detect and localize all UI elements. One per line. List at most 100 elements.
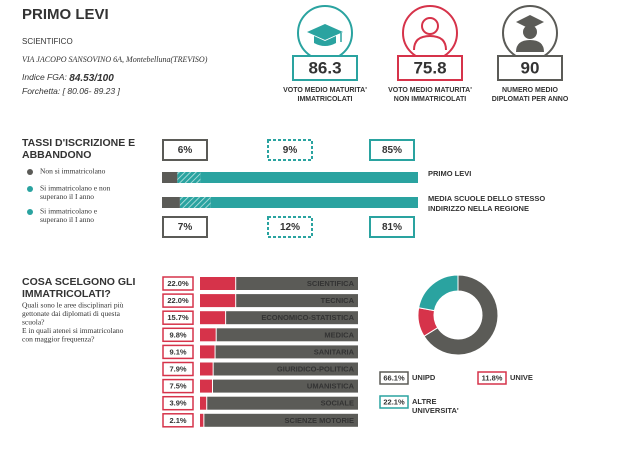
stat-label: VOTO MEDIO MATURITA' — [283, 87, 367, 94]
category-label: MEDICA — [324, 330, 354, 339]
bar-track — [216, 328, 358, 342]
category-label: ECONOMICO-STATISTICA — [261, 313, 354, 322]
row-label: MEDIA SCUOLE DELLO STESSO — [428, 194, 545, 203]
category-label: SOCIALE — [321, 399, 354, 408]
section-title: IMMATRICOLATI? — [22, 288, 111, 300]
category-label: GIURIDICO-POLITICA — [277, 364, 355, 373]
value-label: 15.7% — [167, 313, 189, 322]
legend-label: Non si immatricolano — [40, 167, 106, 176]
question: E in quali atenei si immatricolano — [22, 326, 124, 335]
bar-segment — [162, 172, 178, 183]
question: scuola? — [22, 318, 45, 327]
value-label: 7% — [178, 222, 193, 233]
legend-dot — [27, 186, 33, 192]
value-label: 85% — [382, 145, 402, 156]
bar — [200, 396, 207, 410]
stat-label: VOTO MEDIO MATURITA' — [388, 87, 472, 94]
value-box — [267, 216, 313, 238]
value-box — [162, 139, 208, 161]
donut-slice — [418, 274, 459, 312]
bar — [200, 311, 226, 325]
value-box — [162, 310, 194, 325]
bar — [200, 345, 215, 359]
bar-track — [207, 396, 358, 410]
bar — [200, 294, 236, 308]
category-label: SCIENZE MOTORIE — [285, 416, 354, 425]
legend-label: superano il I anno — [40, 192, 94, 201]
question: Quali sono le aree disciplinari più — [22, 301, 124, 310]
value-label: 7.9% — [169, 364, 186, 373]
question: con maggior frequenza? — [22, 335, 95, 344]
bar-track — [213, 379, 358, 393]
fga-label: Indice FGA: — [22, 72, 68, 82]
section-title: TASSI D'ISCRIZIONE E — [22, 137, 135, 149]
icon-person — [413, 17, 447, 51]
value-box — [162, 344, 194, 360]
legend-label: ALTRE — [412, 397, 436, 406]
value-box — [267, 139, 313, 161]
category-label: UMANISTICA — [307, 382, 355, 391]
stat-value: 86.3 — [308, 58, 341, 77]
address: VIA JACOPO SANSOVINO 6A, Montebelluna(TR… — [22, 55, 208, 64]
range-label: Forchetta: — [22, 86, 61, 96]
bar-segment — [210, 197, 418, 208]
bar — [200, 413, 204, 427]
legend-label: Si immatricolano e non — [40, 184, 110, 193]
legend-label: UNIVERSITA' — [412, 406, 459, 415]
value-box — [162, 216, 208, 238]
category-label: SCIENTIFICA — [307, 279, 355, 288]
value-box — [162, 361, 194, 377]
legend-box — [477, 371, 507, 385]
donut-slice — [423, 274, 499, 356]
section-title: COSA SCELGONO GLI — [22, 276, 135, 288]
legend-box — [379, 371, 409, 385]
bar — [200, 277, 236, 290]
category-label: TECNICA — [321, 296, 355, 305]
value-box — [369, 139, 415, 161]
value-label: 22.0% — [167, 296, 189, 305]
value-label: 2.1% — [169, 416, 186, 425]
value-label: 9% — [283, 145, 298, 156]
stat-box — [497, 55, 563, 81]
fga-value: 84.53/100 — [69, 73, 114, 84]
category-label: SANITARIA — [314, 347, 355, 356]
value-box — [162, 327, 194, 343]
legend-label: superano il I anno — [40, 215, 94, 224]
school-type: SCIENTIFICO — [22, 37, 73, 46]
bar — [200, 362, 213, 376]
legend-label: UNIVE — [510, 373, 533, 382]
value-label: 6% — [178, 145, 193, 156]
icon-student — [516, 15, 544, 52]
icon-cap — [307, 24, 343, 46]
stat-box — [292, 55, 358, 81]
value-label: 7.5% — [169, 382, 186, 391]
legend-value: 66.1% — [383, 373, 405, 382]
question: gettonate dai diplomati di questa — [22, 309, 121, 318]
value-box — [162, 293, 194, 308]
school-title: PRIMO LEVI — [22, 6, 109, 23]
bar — [200, 328, 216, 342]
bar-track — [215, 345, 358, 359]
legend-value: 11.8% — [482, 373, 503, 382]
stat-label: NON IMMATRICOLATI — [394, 96, 467, 103]
legend-dot — [27, 169, 33, 175]
value-label: 3.9% — [169, 399, 186, 408]
fga: Indice FGA: 84.53/100 — [22, 72, 114, 83]
bar-segment — [179, 197, 211, 208]
section-title: ABBANDONO — [22, 149, 91, 161]
stat-box — [397, 55, 463, 81]
bar-track — [236, 294, 358, 308]
range-value: [ 80.06- 89.23 ] — [62, 86, 121, 96]
value-box — [162, 395, 194, 411]
row-label: PRIMO LEVI — [428, 169, 471, 178]
bar-track — [204, 413, 358, 427]
row-label: INDIRIZZO NELLA REGIONE — [428, 204, 529, 213]
value-label: 9.8% — [169, 330, 186, 339]
value-box — [162, 378, 194, 394]
bar-segment — [200, 172, 418, 183]
stat-value: 75.8 — [413, 58, 446, 77]
value-box — [162, 276, 194, 291]
bar-segment — [162, 197, 180, 208]
stat-label: IMMATRICOLATI — [298, 96, 353, 103]
